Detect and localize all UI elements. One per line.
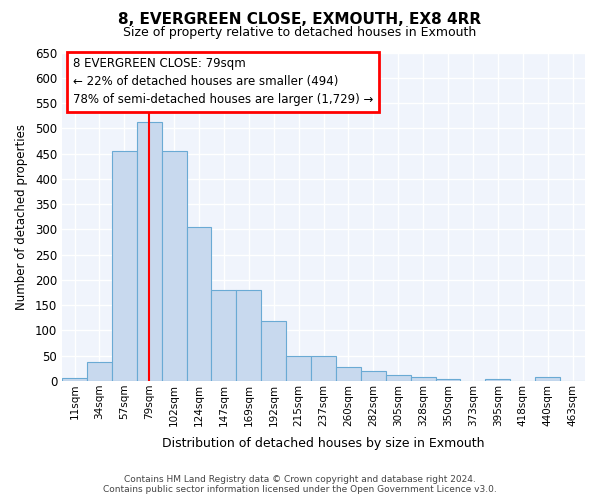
X-axis label: Distribution of detached houses by size in Exmouth: Distribution of detached houses by size … bbox=[162, 437, 485, 450]
Text: 8 EVERGREEN CLOSE: 79sqm
← 22% of detached houses are smaller (494)
78% of semi-: 8 EVERGREEN CLOSE: 79sqm ← 22% of detach… bbox=[73, 58, 373, 106]
Bar bbox=[386, 375, 410, 381]
Text: Contains HM Land Registry data © Crown copyright and database right 2024.
Contai: Contains HM Land Registry data © Crown c… bbox=[103, 474, 497, 494]
Bar bbox=[261, 322, 286, 381]
Bar bbox=[62, 378, 87, 381]
Text: 8, EVERGREEN CLOSE, EXMOUTH, EX8 4RR: 8, EVERGREEN CLOSE, EXMOUTH, EX8 4RR bbox=[118, 12, 482, 28]
Text: Size of property relative to detached houses in Exmouth: Size of property relative to detached ho… bbox=[124, 26, 476, 39]
Bar bbox=[112, 151, 137, 381]
Bar bbox=[161, 150, 187, 381]
Bar bbox=[236, 290, 261, 381]
Bar bbox=[410, 377, 436, 381]
Bar bbox=[211, 290, 236, 381]
Bar bbox=[311, 356, 336, 381]
Bar bbox=[535, 378, 560, 381]
Bar bbox=[286, 356, 311, 381]
Bar bbox=[187, 227, 211, 381]
Y-axis label: Number of detached properties: Number of detached properties bbox=[15, 124, 28, 310]
Bar bbox=[436, 380, 460, 381]
Bar bbox=[361, 371, 386, 381]
Bar bbox=[336, 368, 361, 381]
Bar bbox=[485, 380, 510, 381]
Bar bbox=[87, 362, 112, 381]
Bar bbox=[137, 122, 161, 381]
